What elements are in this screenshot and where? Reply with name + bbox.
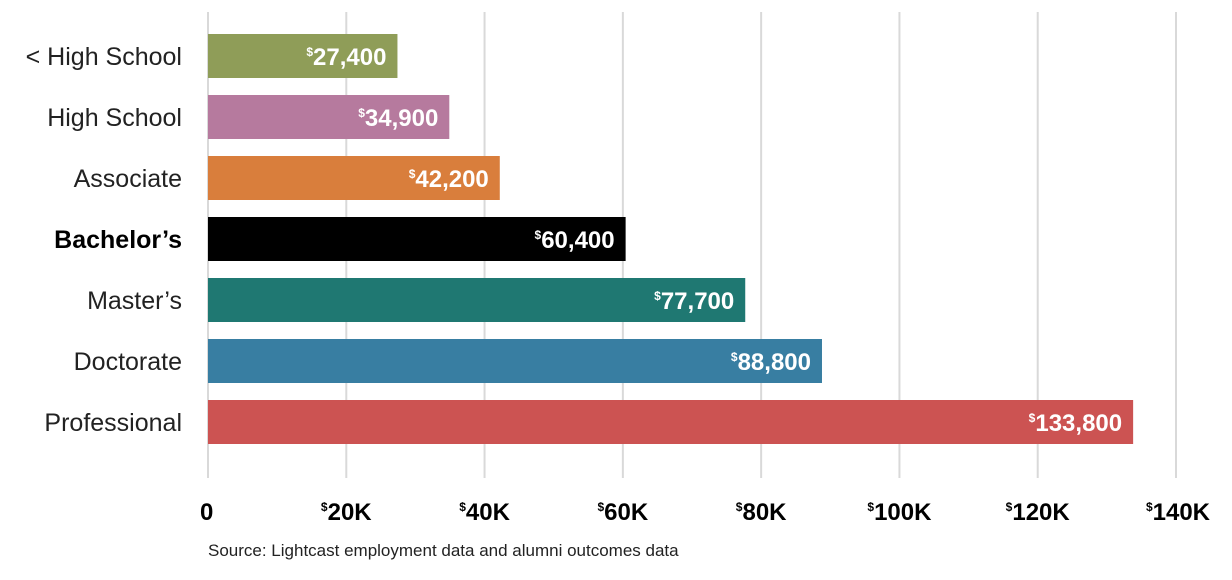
value-label-1: $34,900: [358, 105, 438, 132]
bar-0: [208, 34, 398, 78]
x-axis-tick-labels: 0 $20K $40K $60K $80K $100K $120K $140K: [200, 499, 1211, 526]
value-label-2: $42,200: [409, 166, 489, 193]
category-label-6: Professional: [44, 409, 182, 437]
x-tick-label-0: 0: [200, 499, 213, 526]
category-label-1: High School: [47, 104, 182, 132]
bar-1: [208, 95, 450, 139]
value-label-5: $88,800: [731, 349, 811, 376]
x-tick-label-6: $120K: [1006, 499, 1071, 526]
x-tick-label-2: $40K: [459, 499, 510, 526]
bars: [208, 34, 1134, 444]
x-tick-label-1: $20K: [321, 499, 372, 526]
value-labels: $27,400 $34,900 $42,200 $60,400 $77,700 $88,8…: [306, 44, 1122, 437]
bar-2: [208, 156, 500, 200]
value-label-6: $133,800: [1029, 410, 1122, 437]
category-label-2: Associate: [74, 165, 182, 193]
value-label-3: $60,400: [535, 227, 615, 254]
x-tick-label-4: $80K: [736, 499, 787, 526]
source-note: Source: Lightcast employment data and al…: [208, 541, 679, 560]
category-label-3: Bachelor’s: [54, 226, 182, 254]
category-label-5: Doctorate: [74, 348, 182, 376]
x-tick-label-5: $100K: [867, 499, 932, 526]
bar-3: [208, 217, 626, 261]
x-tick-label-3: $60K: [597, 499, 648, 526]
category-label-0: < High School: [26, 43, 182, 71]
value-label-4: $77,700: [654, 288, 734, 315]
category-labels: < High School High School Associate Bachelo…: [26, 43, 182, 437]
category-label-4: Master’s: [87, 287, 182, 315]
x-tick-label-7: $140K: [1146, 499, 1211, 526]
bar-4: [208, 278, 746, 322]
value-label-0: $27,400: [306, 44, 386, 71]
bar-5: [208, 339, 822, 383]
bar-6: [208, 400, 1134, 444]
